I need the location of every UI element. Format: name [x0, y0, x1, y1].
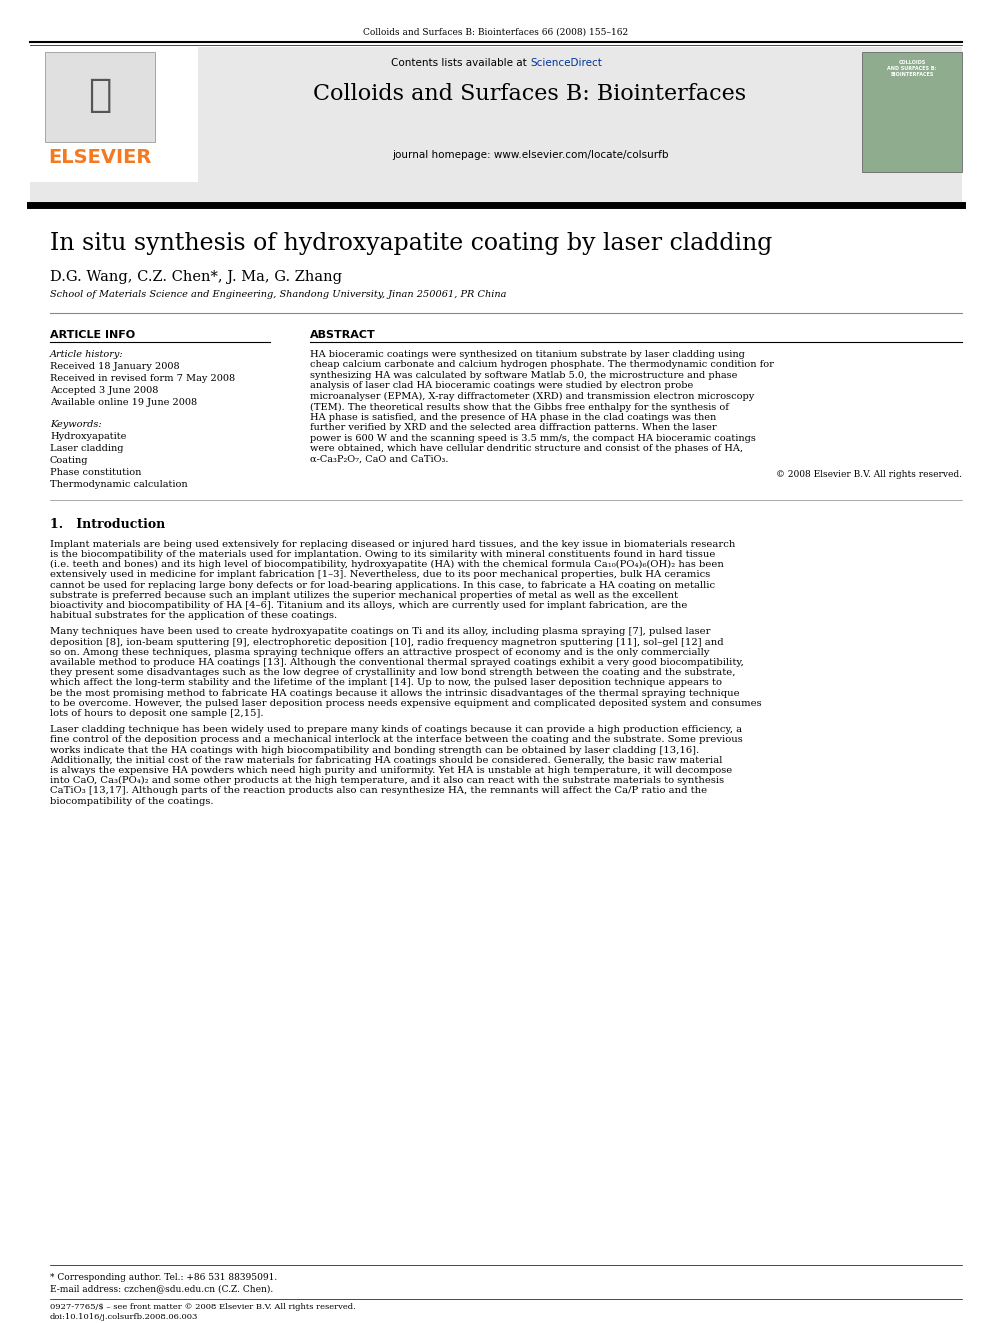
Text: Laser cladding technique has been widely used to prepare many kinds of coatings : Laser cladding technique has been widely…: [50, 725, 742, 734]
Text: (TEM). The theoretical results show that the Gibbs free enthalpy for the synthes: (TEM). The theoretical results show that…: [310, 402, 729, 411]
Text: D.G. Wang, C.Z. Chen*, J. Ma, G. Zhang: D.G. Wang, C.Z. Chen*, J. Ma, G. Zhang: [50, 270, 342, 284]
Text: is always the expensive HA powders which need high purity and uniformity. Yet HA: is always the expensive HA powders which…: [50, 766, 732, 775]
Text: analysis of laser clad HA bioceramic coatings were studied by electron probe: analysis of laser clad HA bioceramic coa…: [310, 381, 693, 390]
Text: ABSTRACT: ABSTRACT: [310, 329, 376, 340]
Text: 🌳: 🌳: [88, 75, 112, 114]
Text: CaTiO₃ [13,17]. Although parts of the reaction products also can resynthesize HA: CaTiO₃ [13,17]. Although parts of the re…: [50, 786, 707, 795]
Text: habitual substrates for the application of these coatings.: habitual substrates for the application …: [50, 611, 337, 620]
Text: available method to produce HA coatings [13]. Although the conventional thermal : available method to produce HA coatings …: [50, 658, 744, 667]
Text: Thermodynamic calculation: Thermodynamic calculation: [50, 480, 187, 490]
Text: School of Materials Science and Engineering, Shandong University, Jinan 250061, : School of Materials Science and Engineer…: [50, 290, 507, 299]
FancyBboxPatch shape: [30, 48, 198, 183]
Text: Available online 19 June 2008: Available online 19 June 2008: [50, 398, 197, 407]
Text: were obtained, which have cellular dendritic structure and consist of the phases: were obtained, which have cellular dendr…: [310, 445, 743, 454]
Text: into CaO, Ca₃(PO₄)₂ and some other products at the high temperature, and it also: into CaO, Ca₃(PO₄)₂ and some other produ…: [50, 777, 724, 786]
Text: Phase constitution: Phase constitution: [50, 468, 142, 476]
Text: doi:10.1016/j.colsurfb.2008.06.003: doi:10.1016/j.colsurfb.2008.06.003: [50, 1312, 198, 1320]
Text: ELSEVIER: ELSEVIER: [49, 148, 152, 167]
Text: © 2008 Elsevier B.V. All rights reserved.: © 2008 Elsevier B.V. All rights reserved…: [776, 471, 962, 479]
Text: is the biocompatibility of the materials used for implantation. Owing to its sim: is the biocompatibility of the materials…: [50, 550, 715, 560]
Text: lots of hours to deposit one sample [2,15].: lots of hours to deposit one sample [2,1…: [50, 709, 264, 718]
Text: bioactivity and biocompatibility of HA [4–6]. Titanium and its alloys, which are: bioactivity and biocompatibility of HA […: [50, 601, 687, 610]
Text: journal homepage: www.elsevier.com/locate/colsurfb: journal homepage: www.elsevier.com/locat…: [392, 149, 669, 160]
Text: further verified by XRD and the selected area diffraction patterns. When the las: further verified by XRD and the selected…: [310, 423, 716, 433]
Text: Received in revised form 7 May 2008: Received in revised form 7 May 2008: [50, 374, 235, 382]
Text: extensively used in medicine for implant fabrication [1–3]. Nevertheless, due to: extensively used in medicine for implant…: [50, 570, 710, 579]
Text: COLLOIDS
AND SURFACES B:
BIOINTERFACES: COLLOIDS AND SURFACES B: BIOINTERFACES: [887, 60, 936, 77]
Text: Colloids and Surfaces B: Biointerfaces 66 (2008) 155–162: Colloids and Surfaces B: Biointerfaces 6…: [363, 28, 629, 37]
Text: Many techniques have been used to create hydroxyapatite coatings on Ti and its a: Many techniques have been used to create…: [50, 627, 710, 636]
Text: 1.   Introduction: 1. Introduction: [50, 517, 166, 531]
Text: Contents lists available at: Contents lists available at: [391, 58, 530, 67]
Text: Additionally, the initial cost of the raw materials for fabricating HA coatings : Additionally, the initial cost of the ra…: [50, 755, 722, 765]
Text: they present some disadvantages such as the low degree of crystallinity and low : they present some disadvantages such as …: [50, 668, 735, 677]
Text: Article history:: Article history:: [50, 349, 124, 359]
Text: Hydroxyapatite: Hydroxyapatite: [50, 431, 126, 441]
Text: fine control of the deposition process and a mechanical interlock at the interfa: fine control of the deposition process a…: [50, 736, 743, 745]
Text: Received 18 January 2008: Received 18 January 2008: [50, 363, 180, 370]
Text: Colloids and Surfaces B: Biointerfaces: Colloids and Surfaces B: Biointerfaces: [313, 83, 747, 105]
Text: microanalyser (EPMA), X-ray diffractometer (XRD) and transmission electron micro: microanalyser (EPMA), X-ray diffractomet…: [310, 392, 754, 401]
Text: so on. Among these techniques, plasma spraying technique offers an attractive pr: so on. Among these techniques, plasma sp…: [50, 648, 709, 656]
Text: cannot be used for replacing large bony defects or for load-bearing applications: cannot be used for replacing large bony …: [50, 581, 715, 590]
Text: Accepted 3 June 2008: Accepted 3 June 2008: [50, 386, 159, 394]
FancyBboxPatch shape: [30, 48, 962, 205]
Text: HA bioceramic coatings were synthesized on titanium substrate by laser cladding : HA bioceramic coatings were synthesized …: [310, 349, 745, 359]
Text: Laser cladding: Laser cladding: [50, 445, 123, 452]
FancyBboxPatch shape: [862, 52, 962, 172]
Text: substrate is preferred because such an implant utilizes the superior mechanical : substrate is preferred because such an i…: [50, 591, 678, 599]
Text: Coating: Coating: [50, 456, 88, 464]
Text: cheap calcium carbonate and calcium hydrogen phosphate. The thermodynamic condit: cheap calcium carbonate and calcium hydr…: [310, 360, 774, 369]
Text: α-Ca₃P₂O₇, CaO and CaTiO₃.: α-Ca₃P₂O₇, CaO and CaTiO₃.: [310, 455, 448, 464]
Text: which affect the long-term stability and the lifetime of the implant [14]. Up to: which affect the long-term stability and…: [50, 679, 722, 688]
Text: In situ synthesis of hydroxyapatite coating by laser cladding: In situ synthesis of hydroxyapatite coat…: [50, 232, 773, 255]
Text: be the most promising method to fabricate HA coatings because it allows the intr: be the most promising method to fabricat…: [50, 689, 740, 697]
Text: HA phase is satisfied, and the presence of HA phase in the clad coatings was the: HA phase is satisfied, and the presence …: [310, 413, 716, 422]
FancyBboxPatch shape: [45, 52, 155, 142]
Text: * Corresponding author. Tel.: +86 531 88395091.: * Corresponding author. Tel.: +86 531 88…: [50, 1273, 277, 1282]
Text: synthesizing HA was calculated by software Matlab 5.0, the microstructure and ph: synthesizing HA was calculated by softwa…: [310, 370, 737, 380]
Text: power is 600 W and the scanning speed is 3.5 mm/s, the compact HA bioceramic coa: power is 600 W and the scanning speed is…: [310, 434, 756, 443]
Text: deposition [8], ion-beam sputtering [9], electrophoretic deposition [10], radio : deposition [8], ion-beam sputtering [9],…: [50, 638, 723, 647]
Text: ARTICLE INFO: ARTICLE INFO: [50, 329, 135, 340]
Text: Implant materials are being used extensively for replacing diseased or injured h: Implant materials are being used extensi…: [50, 540, 735, 549]
Text: 0927-7765/$ – see front matter © 2008 Elsevier B.V. All rights reserved.: 0927-7765/$ – see front matter © 2008 El…: [50, 1303, 356, 1311]
Text: E-mail address: czchen@sdu.edu.cn (C.Z. Chen).: E-mail address: czchen@sdu.edu.cn (C.Z. …: [50, 1285, 273, 1294]
Text: (i.e. teeth and bones) and its high level of biocompatibility, hydroxyapatite (H: (i.e. teeth and bones) and its high leve…: [50, 560, 724, 569]
Text: biocompatibility of the coatings.: biocompatibility of the coatings.: [50, 796, 213, 806]
Text: ScienceDirect: ScienceDirect: [530, 58, 602, 67]
Text: Keywords:: Keywords:: [50, 419, 101, 429]
Text: to be overcome. However, the pulsed laser deposition process needs expensive equ: to be overcome. However, the pulsed lase…: [50, 699, 762, 708]
Text: works indicate that the HA coatings with high biocompatibility and bonding stren: works indicate that the HA coatings with…: [50, 746, 699, 754]
